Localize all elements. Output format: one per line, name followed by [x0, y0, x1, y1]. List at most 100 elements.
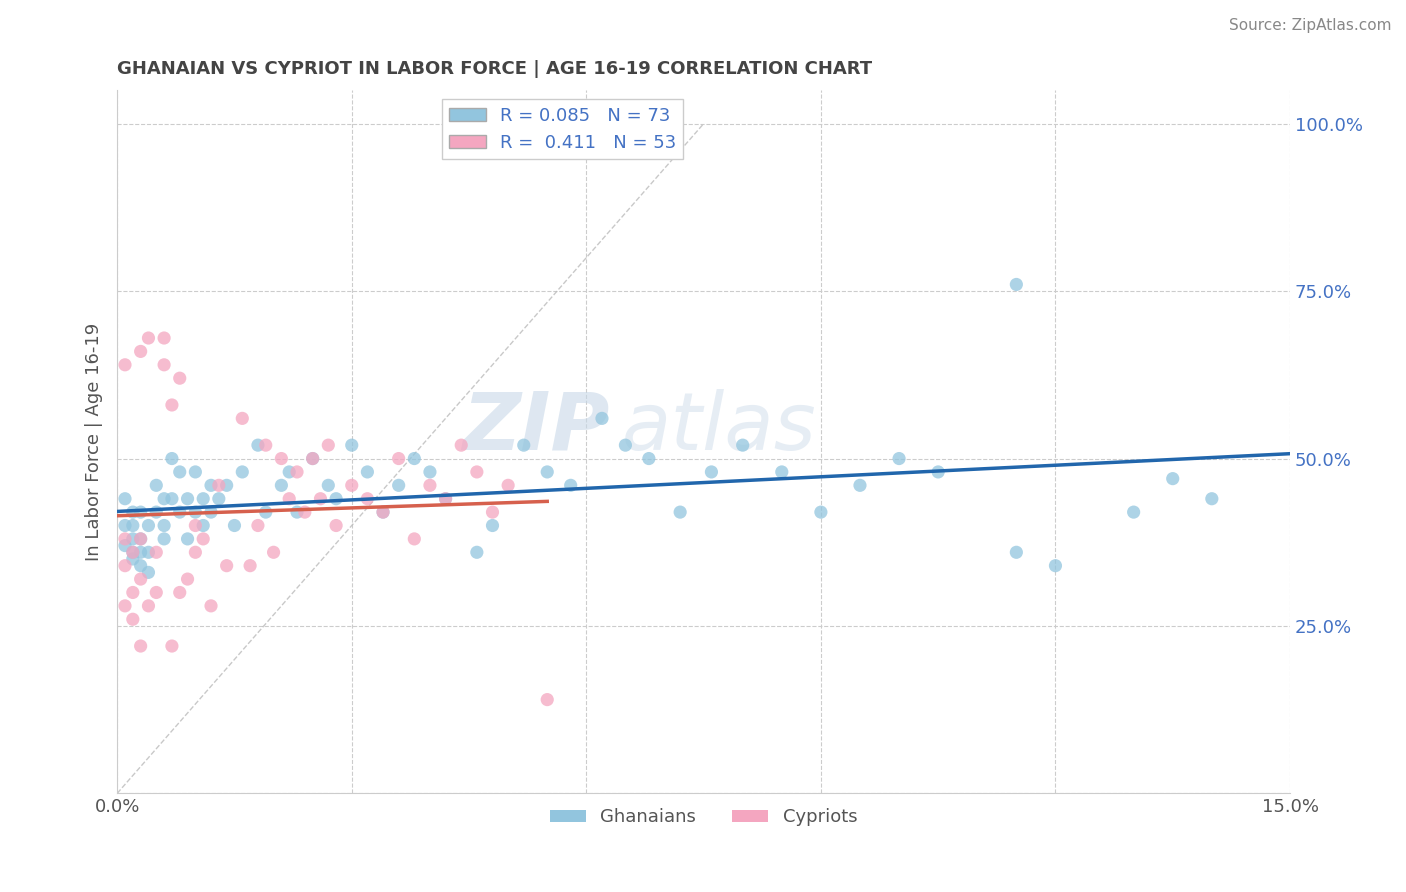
- Legend: Ghanaians, Cypriots: Ghanaians, Cypriots: [543, 801, 865, 833]
- Point: [129, 639, 152, 653]
- Point: [294, 505, 316, 519]
- Point: [285, 465, 308, 479]
- Point: [193, 518, 215, 533]
- Point: [145, 478, 167, 492]
- Point: [419, 478, 441, 492]
- Point: [200, 505, 222, 519]
- Point: [138, 518, 160, 533]
- Text: Source: ZipAtlas.com: Source: ZipAtlas.com: [1229, 18, 1392, 33]
- Point: [325, 518, 347, 533]
- Point: [153, 518, 176, 533]
- Point: [465, 545, 488, 559]
- Point: [121, 532, 143, 546]
- Point: [450, 438, 472, 452]
- Point: [121, 545, 143, 559]
- Point: [160, 639, 183, 653]
- Point: [887, 451, 910, 466]
- Point: [316, 438, 339, 452]
- Point: [513, 438, 536, 452]
- Point: [114, 358, 136, 372]
- Point: [129, 505, 152, 519]
- Point: [849, 478, 872, 492]
- Point: [404, 532, 426, 546]
- Point: [153, 532, 176, 546]
- Point: [114, 532, 136, 546]
- Point: [114, 558, 136, 573]
- Point: [138, 599, 160, 613]
- Point: [160, 491, 183, 506]
- Point: [1045, 558, 1067, 573]
- Point: [121, 518, 143, 533]
- Point: [231, 411, 253, 425]
- Point: [153, 358, 176, 372]
- Point: [129, 344, 152, 359]
- Point: [145, 585, 167, 599]
- Point: [496, 478, 519, 492]
- Point: [404, 451, 426, 466]
- Point: [224, 518, 246, 533]
- Point: [481, 505, 503, 519]
- Point: [176, 532, 198, 546]
- Point: [160, 451, 183, 466]
- Point: [536, 465, 558, 479]
- Point: [129, 532, 152, 546]
- Point: [215, 558, 238, 573]
- Text: ZIP: ZIP: [463, 389, 610, 467]
- Point: [371, 505, 394, 519]
- Point: [114, 599, 136, 613]
- Point: [160, 398, 183, 412]
- Point: [301, 451, 323, 466]
- Point: [419, 465, 441, 479]
- Point: [169, 505, 191, 519]
- Point: [356, 465, 378, 479]
- Point: [138, 566, 160, 580]
- Point: [184, 545, 207, 559]
- Y-axis label: In Labor Force | Age 16-19: In Labor Force | Age 16-19: [86, 323, 103, 561]
- Point: [200, 599, 222, 613]
- Point: [193, 491, 215, 506]
- Point: [200, 478, 222, 492]
- Point: [700, 465, 723, 479]
- Point: [481, 518, 503, 533]
- Point: [278, 491, 301, 506]
- Point: [325, 491, 347, 506]
- Point: [184, 518, 207, 533]
- Point: [560, 478, 582, 492]
- Point: [371, 505, 394, 519]
- Point: [153, 331, 176, 345]
- Point: [121, 505, 143, 519]
- Point: [316, 478, 339, 492]
- Point: [536, 692, 558, 706]
- Text: atlas: atlas: [621, 389, 817, 467]
- Point: [1201, 491, 1223, 506]
- Point: [309, 491, 332, 506]
- Point: [285, 505, 308, 519]
- Point: [169, 585, 191, 599]
- Point: [356, 491, 378, 506]
- Point: [434, 491, 457, 506]
- Point: [1161, 472, 1184, 486]
- Point: [114, 491, 136, 506]
- Point: [927, 465, 949, 479]
- Point: [340, 438, 363, 452]
- Point: [770, 465, 793, 479]
- Point: [138, 331, 160, 345]
- Point: [114, 539, 136, 553]
- Point: [254, 505, 277, 519]
- Point: [129, 545, 152, 559]
- Point: [254, 438, 277, 452]
- Point: [465, 465, 488, 479]
- Point: [388, 478, 411, 492]
- Point: [208, 478, 231, 492]
- Point: [638, 451, 661, 466]
- Point: [169, 371, 191, 385]
- Point: [340, 478, 363, 492]
- Point: [614, 438, 637, 452]
- Point: [153, 491, 176, 506]
- Point: [129, 532, 152, 546]
- Point: [121, 612, 143, 626]
- Point: [176, 491, 198, 506]
- Point: [1005, 545, 1028, 559]
- Text: GHANAIAN VS CYPRIOT IN LABOR FORCE | AGE 16-19 CORRELATION CHART: GHANAIAN VS CYPRIOT IN LABOR FORCE | AGE…: [117, 60, 872, 78]
- Point: [246, 518, 269, 533]
